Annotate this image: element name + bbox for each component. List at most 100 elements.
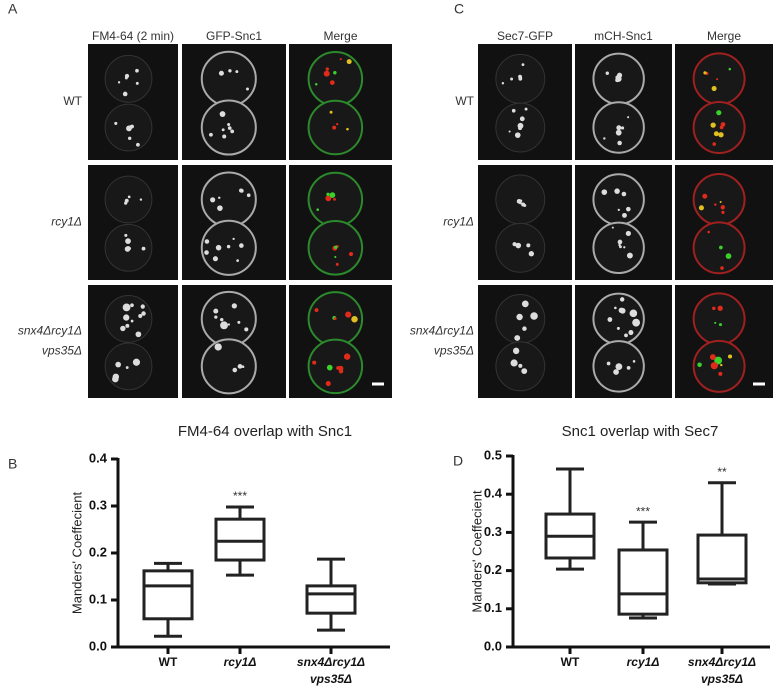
box: [696, 533, 748, 585]
spot: [130, 303, 134, 308]
spot: [210, 197, 216, 203]
spot: [712, 306, 716, 311]
x-tick-label: rcy1Δ: [627, 655, 660, 669]
spot: [235, 70, 239, 74]
cell-outline: [200, 290, 257, 347]
spot: [632, 318, 641, 327]
spot: [626, 366, 631, 370]
spot: [615, 129, 622, 136]
x-tick-label: snx4Δrcy1Δ: [688, 655, 756, 669]
spot: [629, 309, 638, 318]
spot: [334, 245, 338, 249]
significance: ***: [233, 489, 247, 503]
box: [305, 584, 357, 615]
spot: [717, 305, 723, 311]
spot: [521, 63, 525, 67]
spot: [510, 77, 514, 81]
spot: [618, 243, 621, 247]
micrograph: [478, 165, 572, 280]
whisker-high: [556, 467, 584, 515]
spot: [622, 212, 627, 218]
spot: [237, 363, 243, 369]
spot: [711, 85, 717, 92]
spot: [718, 371, 723, 376]
cell-outline: [104, 175, 153, 224]
y-tick-label: 0.0: [484, 638, 502, 653]
spot: [219, 111, 226, 117]
spot: [727, 354, 733, 359]
spot: [139, 198, 143, 201]
spot: [140, 304, 145, 309]
spot: [217, 205, 223, 211]
spot: [711, 362, 717, 368]
spot: [524, 107, 528, 111]
spot: [617, 140, 622, 146]
spot: [130, 319, 134, 323]
spot: [619, 307, 626, 314]
chart-title: FM4-64 overlap with Snc1: [178, 423, 352, 440]
spot: [125, 366, 129, 369]
spot: [122, 91, 128, 97]
spot: [698, 205, 704, 211]
spot: [230, 129, 235, 134]
spot: [126, 246, 131, 251]
spot: [606, 361, 611, 366]
spot: [617, 208, 620, 211]
spot: [125, 238, 131, 244]
spot: [530, 312, 538, 320]
cell-outline: [692, 52, 746, 106]
spot: [517, 122, 524, 129]
spot: [336, 122, 339, 126]
spot: [335, 262, 339, 266]
spot: [626, 206, 631, 212]
spot: [620, 126, 625, 130]
y-tick-label: 0.2: [89, 544, 107, 559]
cell-outline: [307, 51, 364, 107]
box: [617, 548, 669, 616]
spot: [135, 68, 139, 73]
spot: [725, 253, 732, 259]
spot: [519, 116, 525, 122]
spot: [220, 321, 228, 330]
spot: [214, 343, 222, 351]
spot: [204, 250, 209, 255]
x-tick-label: rcy1Δ: [224, 655, 257, 669]
spot: [312, 360, 317, 365]
spot: [702, 193, 708, 199]
cell-outline: [692, 339, 746, 393]
micrograph: [575, 44, 672, 160]
spot: [514, 335, 521, 341]
spot: [112, 375, 119, 383]
spot: [325, 67, 329, 71]
micrograph: [289, 44, 392, 160]
spot: [707, 230, 710, 234]
spot: [516, 313, 523, 321]
x-tick-label: WT: [561, 655, 580, 669]
column-header: mCH-Snc1: [594, 29, 653, 43]
spot: [619, 297, 625, 302]
spot: [718, 323, 723, 327]
x-tick-label: snx4Δrcy1Δ: [297, 655, 365, 669]
spot: [614, 306, 617, 310]
spot: [246, 87, 249, 91]
spot: [316, 208, 320, 211]
whisker-low: [708, 582, 736, 586]
spot: [623, 246, 626, 249]
spot: [239, 243, 244, 248]
spot: [621, 191, 627, 197]
spot: [232, 367, 238, 373]
spot: [519, 199, 523, 203]
y-tick-label: 0.2: [484, 562, 502, 577]
spot: [124, 233, 128, 237]
spot: [323, 70, 330, 77]
spot: [716, 78, 719, 81]
cell-outline: [307, 338, 364, 395]
spot: [227, 126, 232, 130]
row-label: vps35Δ: [434, 344, 474, 358]
spot: [314, 308, 319, 312]
spot: [514, 132, 521, 138]
x-tick-label: WT: [159, 655, 178, 669]
spot: [512, 347, 520, 355]
spot: [325, 381, 331, 387]
